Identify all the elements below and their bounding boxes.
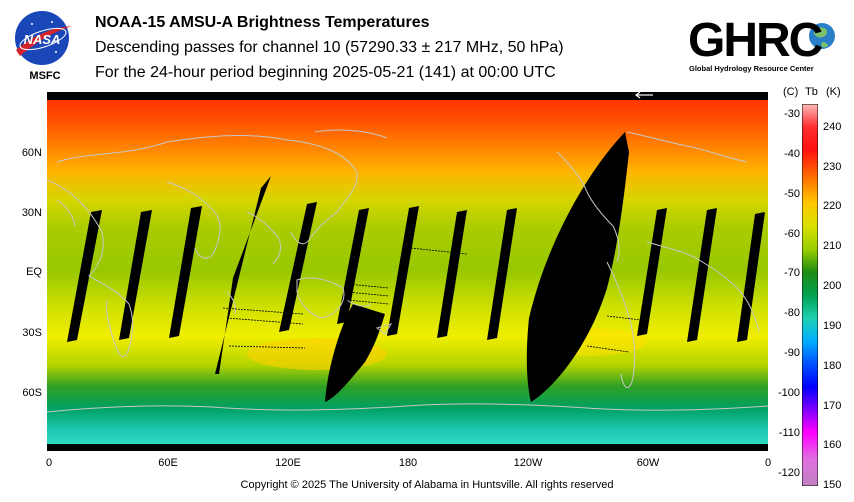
lon-label-120e: 120E [275, 457, 301, 469]
time-period: For the 24-hour period beginning 2025-05… [95, 64, 556, 81]
page-title: NOAA-15 AMSU-A Brightness Temperatures [95, 14, 430, 31]
celsius-tick-minus-50: -50 [784, 188, 800, 200]
temperature-colorbar [801, 103, 819, 487]
coastlines [47, 129, 768, 413]
kelvin-tick-230: 230 [823, 161, 842, 173]
celsius-tick-minus-70: -70 [784, 267, 800, 279]
lon-label-60w: 60W [636, 457, 660, 469]
msfc-label: MSFC [29, 70, 60, 82]
lat-label-30s: 30S [22, 327, 42, 339]
lon-label-120w: 120W [513, 457, 543, 469]
lat-label-30n: 30N [21, 207, 42, 219]
page-subtitle: Descending passes for channel 10 (57290.… [95, 39, 564, 56]
kelvin-tick-180: 180 [823, 360, 842, 372]
ghrc-wordmark: GHRC [688, 14, 823, 67]
kelvin-tick-160: 160 [823, 439, 842, 451]
kelvin-tick-240: 240 [823, 121, 842, 133]
kelvin-tick-170: 170 [823, 400, 842, 412]
lon-label-180: 180 [398, 457, 418, 469]
kelvin-tick-190: 190 [823, 320, 842, 332]
kelvin-tick-200: 200 [823, 280, 842, 292]
copyright-notice: Copyright © 2025 The University of Alaba… [240, 479, 614, 491]
ghrc-subtitle: Global Hydrology Resource Center [689, 64, 814, 73]
lat-label-60s: 60S [22, 387, 42, 399]
no-data-band-top [47, 92, 768, 100]
orbit-gaps [67, 132, 765, 402]
lon-label-0-left: 0 [45, 457, 53, 469]
nasa-logo: NASA MSFC [12, 10, 76, 82]
kelvin-tick-220: 220 [823, 200, 842, 212]
title-block: NOAA-15 AMSU-A Brightness Temperatures D… [95, 10, 564, 85]
kelvin-tick-150: 150 [823, 479, 842, 491]
brightness-temperature-map [47, 92, 768, 451]
swath-edge-lines [222, 247, 642, 353]
lat-label-60n: 60N [21, 147, 42, 159]
lon-label-0-right: 0 [764, 457, 772, 469]
lon-label-60e: 60E [158, 457, 178, 469]
nasa-wordmark: NASA [24, 32, 61, 47]
colorbar-header-kelvin: (K) [826, 86, 841, 98]
celsius-tick-minus-90: -90 [784, 347, 800, 359]
no-data-band-bottom [47, 444, 768, 451]
colorbar-header-celsius: (C) [783, 86, 799, 98]
celsius-tick-minus-110: -110 [778, 427, 800, 439]
celsius-tick-minus-40: -40 [784, 148, 800, 160]
celsius-tick-minus-80: -80 [784, 307, 800, 319]
arrow-marker-icon [635, 92, 653, 99]
celsius-tick-minus-60: -60 [784, 228, 800, 240]
colorbar-header-tb: Tb [805, 86, 818, 98]
kelvin-tick-210: 210 [823, 240, 842, 252]
celsius-tick-minus-120: -120 [778, 467, 801, 479]
ghrc-logo: GHRC Global Hydrology Resource Center [686, 10, 848, 76]
celsius-tick-minus-100: -100 [778, 387, 801, 399]
lat-label-eq: EQ [26, 266, 42, 278]
celsius-tick-minus-30: -30 [784, 108, 800, 120]
